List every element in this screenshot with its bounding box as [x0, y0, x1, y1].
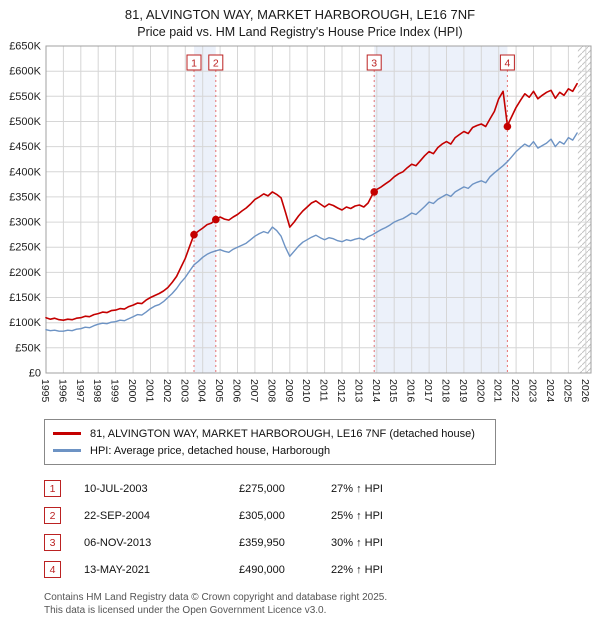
sale-point-2 — [212, 215, 220, 224]
x-tick-label: 2008 — [265, 379, 277, 403]
sale-row-2: 2 22-SEP-2004 £305,000 25% ↑ HPI — [44, 502, 600, 529]
x-tick-label: 2009 — [283, 379, 295, 403]
x-tick-label: 2003 — [178, 379, 190, 403]
sale-date: 13-MAY-2021 — [84, 563, 151, 576]
page-subtitle: Price paid vs. HM Land Registry's House … — [137, 25, 463, 39]
sales-table: 1 10-JUL-2003 £275,000 27% ↑ HPI 2 22-SE… — [44, 475, 600, 583]
page-title: 81, ALVINGTON WAY, MARKET HARBOROUGH, LE… — [124, 7, 476, 22]
chart-legend: 81, ALVINGTON WAY, MARKET HARBOROUGH, LE… — [44, 419, 496, 465]
y-tick-label: £350K — [9, 191, 41, 203]
sale-row-1: 1 10-JUL-2003 £275,000 27% ↑ HPI — [44, 475, 600, 502]
x-tick-label: 2023 — [527, 379, 539, 403]
y-tick-label: £150K — [9, 292, 41, 304]
y-tick-label: £400K — [9, 166, 41, 178]
x-tick-label: 2020 — [474, 379, 486, 403]
series-hpi — [45, 132, 578, 332]
y-tick-label: £200K — [9, 267, 41, 279]
sale-date: 06-NOV-2013 — [84, 536, 152, 549]
x-tick-label: 1998 — [91, 379, 103, 403]
x-tick-label: 2018 — [440, 379, 452, 403]
x-tick-label: 1997 — [74, 379, 86, 403]
sale-marker-box-2 — [208, 54, 224, 71]
x-tick-label: 2012 — [335, 379, 347, 403]
x-tick-label: 2011 — [318, 379, 330, 402]
sale-number-badge: 1 — [44, 480, 61, 497]
y-tick-label: £300K — [9, 217, 41, 229]
x-tick-label: 2007 — [248, 379, 260, 403]
y-tick-label: £650K — [9, 41, 41, 53]
footer-line-2: This data is licensed under the Open Gov… — [44, 605, 327, 616]
y-tick-label: £550K — [9, 91, 41, 103]
sale-date: 22-SEP-2004 — [84, 509, 151, 522]
y-tick-label: £50K — [15, 342, 41, 354]
legend-row-hpi: HPI: Average price, detached house, Harb… — [53, 442, 487, 459]
x-tick-label: 1996 — [56, 379, 68, 403]
sale-price: £359,950 — [239, 536, 285, 549]
sale-row-3: 3 06-NOV-2013 £359,950 30% ↑ HPI — [44, 529, 600, 556]
sale-point-1 — [190, 230, 198, 239]
sale-date: 10-JUL-2003 — [84, 482, 148, 495]
sale-number-badge: 3 — [44, 534, 61, 551]
y-tick-label: £0 — [29, 368, 41, 380]
x-tick-label: 1995 — [39, 379, 51, 403]
x-tick-label: 2004 — [196, 379, 208, 403]
hatch-band — [577, 46, 591, 373]
x-tick-label: 2014 — [370, 379, 382, 403]
legend-label-price-paid: 81, ALVINGTON WAY, MARKET HARBOROUGH, LE… — [90, 427, 475, 440]
x-tick-label: 2024 — [544, 379, 556, 403]
sale-hpi-delta: 22% ↑ HPI — [331, 563, 383, 576]
x-tick-label: 2026 — [579, 379, 591, 403]
sale-marker-box-4 — [499, 54, 515, 71]
price-paid-line-swatch — [53, 432, 81, 435]
x-tick-label: 1999 — [109, 379, 121, 403]
x-tick-label: 2001 — [144, 379, 156, 403]
y-tick-label: £100K — [9, 317, 41, 329]
price-chart: 1 2 3 4 £0 £50K £100K £150K £200K £250K £300K £350K… — [9, 41, 592, 403]
x-tick-label: 2005 — [213, 379, 225, 403]
license-footer: Contains HM Land Registry data © Crown c… — [44, 591, 600, 617]
sale-marker-number-4: 4 — [504, 58, 510, 70]
sale-hpi-delta: 25% ↑ HPI — [331, 509, 383, 522]
y-tick-label: £250K — [9, 242, 41, 254]
x-tick-label: 2022 — [509, 379, 521, 403]
x-tick-label: 2021 — [492, 379, 504, 403]
legend-label-hpi: HPI: Average price, detached house, Harb… — [90, 444, 331, 457]
sale-hpi-delta: 27% ↑ HPI — [331, 482, 383, 495]
x-tick-label: 2013 — [352, 379, 364, 403]
sale-point-4 — [503, 122, 512, 131]
sale-number-badge: 4 — [44, 561, 61, 578]
footer-line-1: Contains HM Land Registry data © Crown c… — [44, 592, 388, 603]
y-tick-label: £450K — [9, 141, 41, 153]
x-tick-label: 2017 — [422, 379, 434, 403]
y-tick-label: £600K — [9, 66, 41, 78]
plot-frame — [45, 45, 592, 374]
sale-row-4: 4 13-MAY-2021 £490,000 22% ↑ HPI — [44, 556, 600, 583]
sale-hpi-delta: 30% ↑ HPI — [331, 536, 383, 549]
sale-marker-number-1: 1 — [191, 58, 197, 70]
x-tick-label: 2000 — [126, 379, 138, 403]
x-tick-label: 2002 — [161, 379, 173, 403]
sale-marker-box-1 — [186, 54, 202, 71]
x-tick-label: 2019 — [457, 379, 469, 403]
sale-point-3 — [370, 188, 379, 196]
x-tick-label: 2015 — [387, 379, 399, 403]
shaded-band — [374, 46, 508, 373]
shaded-band — [194, 46, 216, 373]
legend-row-price-paid: 81, ALVINGTON WAY, MARKET HARBOROUGH, LE… — [53, 425, 487, 442]
sale-price: £490,000 — [239, 563, 285, 576]
hpi-line-swatch — [53, 449, 81, 452]
x-tick-label: 2016 — [405, 379, 417, 403]
sale-number-badge: 2 — [44, 507, 61, 524]
sale-marker-number-3: 3 — [371, 58, 377, 70]
sale-marker-box-3 — [366, 54, 382, 71]
x-tick-label: 2010 — [300, 379, 312, 403]
sale-marker-number-2: 2 — [213, 58, 219, 70]
series-price-paid — [45, 82, 578, 322]
y-tick-label: £500K — [9, 116, 41, 128]
sale-price: £275,000 — [239, 482, 285, 495]
x-tick-label: 2006 — [231, 379, 243, 403]
sale-price: £305,000 — [239, 509, 285, 522]
x-tick-label: 2025 — [561, 379, 573, 403]
